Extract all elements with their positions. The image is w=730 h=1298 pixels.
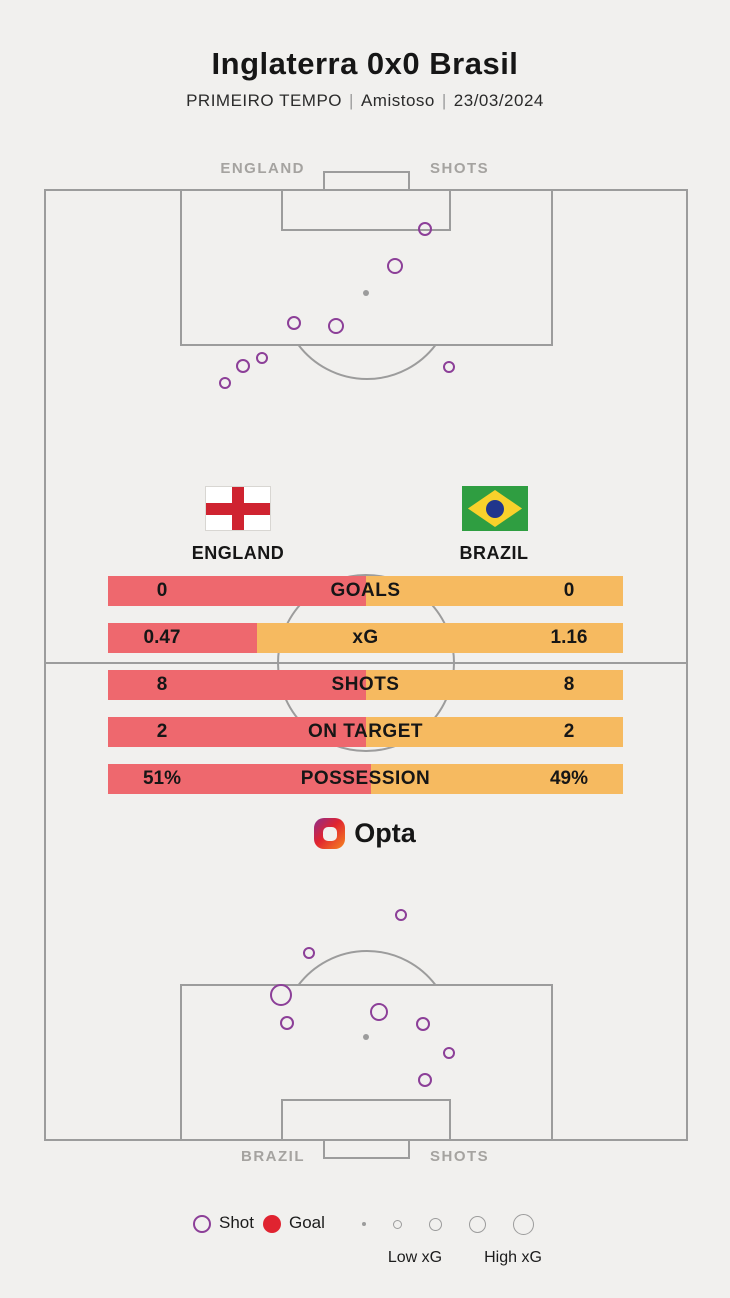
england-shot-marker xyxy=(219,377,231,389)
goal-legend-label: Goal xyxy=(289,1213,325,1232)
xg-size-scale xyxy=(362,1211,592,1237)
bottom-penalty-area xyxy=(180,984,553,1141)
opta-logo: Opta xyxy=(0,818,730,849)
home-bar xyxy=(108,576,366,606)
top-penalty-spot xyxy=(363,290,369,296)
stat-label: GOALS xyxy=(330,580,401,601)
opta-mark-icon xyxy=(314,818,346,849)
bottom-pitch-team-label: BRAZIL xyxy=(241,1148,305,1165)
subtitle-date: 23/03/2024 xyxy=(453,91,544,110)
brazil-shot-marker xyxy=(280,1016,294,1030)
stat-row-possession: 51% POSSESSION 49% xyxy=(108,764,623,794)
england-flag xyxy=(205,486,271,531)
subtitle-separator: | xyxy=(441,91,447,110)
stat-row-shots: 8 SHOTS 8 xyxy=(108,670,623,700)
away-bar xyxy=(365,670,623,700)
away-value: 49% xyxy=(549,768,589,789)
top-pitch-team-label: ENGLAND xyxy=(220,160,305,177)
brazil-shot-marker xyxy=(395,909,407,921)
brazil-shot-marker xyxy=(303,947,315,959)
center-circle xyxy=(277,574,455,752)
brazil-shot-marker xyxy=(418,1073,432,1087)
bottom-penalty-arc xyxy=(297,950,437,986)
opta-wordmark: Opta xyxy=(354,818,416,848)
stat-row-goals: 0 GOALS 0 xyxy=(108,576,623,606)
england-shot-marker xyxy=(256,352,268,364)
xg-scale-dot xyxy=(513,1213,534,1235)
away-bar xyxy=(365,576,623,606)
stat-label: xG xyxy=(352,627,379,648)
brazil-shot-marker xyxy=(416,1017,430,1031)
high-xg-label: High xG xyxy=(484,1249,542,1266)
opta-mark-hole xyxy=(322,826,337,841)
brazil-shot-marker xyxy=(370,1003,388,1021)
away-bar xyxy=(257,623,623,653)
top-penalty-area xyxy=(180,189,553,346)
home-bar xyxy=(108,764,371,794)
away-value: 2 xyxy=(563,721,575,742)
subtitle-separator: | xyxy=(349,91,354,110)
subtitle: PRIMEIRO TEMPO | Amistoso | 23/03/2024 xyxy=(0,91,730,111)
bottom-pitch-shots-label: SHOTS xyxy=(430,1148,490,1165)
st-george-cross-horizontal xyxy=(206,502,270,515)
shots-layer xyxy=(219,222,455,1087)
bottom-six-yard-box xyxy=(281,1099,451,1141)
stat-label: SHOTS xyxy=(331,674,400,695)
xg-scale-dot xyxy=(469,1215,486,1233)
home-team-name: ENGLAND xyxy=(191,543,285,563)
brazil-flag xyxy=(462,486,528,531)
bottom-goal xyxy=(323,1139,410,1159)
bottom-penalty-spot xyxy=(363,1034,369,1040)
england-shot-marker xyxy=(328,318,344,334)
home-value: 0.47 xyxy=(143,627,181,648)
england-shot-marker xyxy=(387,258,403,274)
low-xg-label: Low xG xyxy=(387,1249,443,1266)
england-shot-marker xyxy=(236,359,250,373)
away-value: 0 xyxy=(563,580,575,601)
brazil-shot-marker xyxy=(270,984,292,1006)
xg-scale-dot xyxy=(429,1217,442,1231)
away-value: 8 xyxy=(563,674,575,695)
shot-legend-label: Shot xyxy=(219,1213,254,1232)
england-shot-marker xyxy=(418,222,432,236)
stat-row-on-target: 2 ON TARGET 2 xyxy=(108,717,623,747)
stat-label: POSSESSION xyxy=(300,768,431,789)
stats-comparison: 0 GOALS 0 0.47 xG 1.16 8 SHOTS 8 2 ON TARGET 2 51% PO… xyxy=(108,576,623,794)
stat-row-xg: 0.47 xG 1.16 xyxy=(108,623,623,653)
top-penalty-arc xyxy=(297,344,437,380)
away-bar xyxy=(370,764,623,794)
subtitle-competition: Amistoso xyxy=(360,91,435,110)
xg-scale-dot xyxy=(393,1219,402,1229)
home-value: 0 xyxy=(156,580,168,601)
legend: Shot Goal xyxy=(0,1211,730,1237)
pitch-lines xyxy=(44,171,688,1159)
home-bar xyxy=(108,670,366,700)
home-value: 2 xyxy=(156,721,168,742)
home-value: 51% xyxy=(142,768,182,789)
home-value: 8 xyxy=(156,674,168,695)
top-goal xyxy=(323,171,410,191)
england-shot-marker xyxy=(443,361,455,373)
away-team-name: BRAZIL xyxy=(459,543,529,563)
england-shot-marker xyxy=(287,316,301,330)
away-bar xyxy=(365,717,623,747)
xg-scale-dot xyxy=(362,1222,366,1226)
brazil-flag-globe xyxy=(486,499,504,518)
away-value: 1.16 xyxy=(550,627,588,648)
shot-marker-icon xyxy=(193,1215,211,1233)
page-title: Inglaterra 0x0 Brasil xyxy=(211,46,519,81)
top-pitch-shots-label: SHOTS xyxy=(430,160,490,177)
stat-label: ON TARGET xyxy=(308,721,423,742)
goal-marker-icon xyxy=(263,1215,281,1233)
home-bar xyxy=(108,717,366,747)
subtitle-period: PRIMEIRO TEMPO xyxy=(186,91,343,110)
home-bar xyxy=(108,623,258,653)
brazil-shot-marker xyxy=(443,1047,455,1059)
